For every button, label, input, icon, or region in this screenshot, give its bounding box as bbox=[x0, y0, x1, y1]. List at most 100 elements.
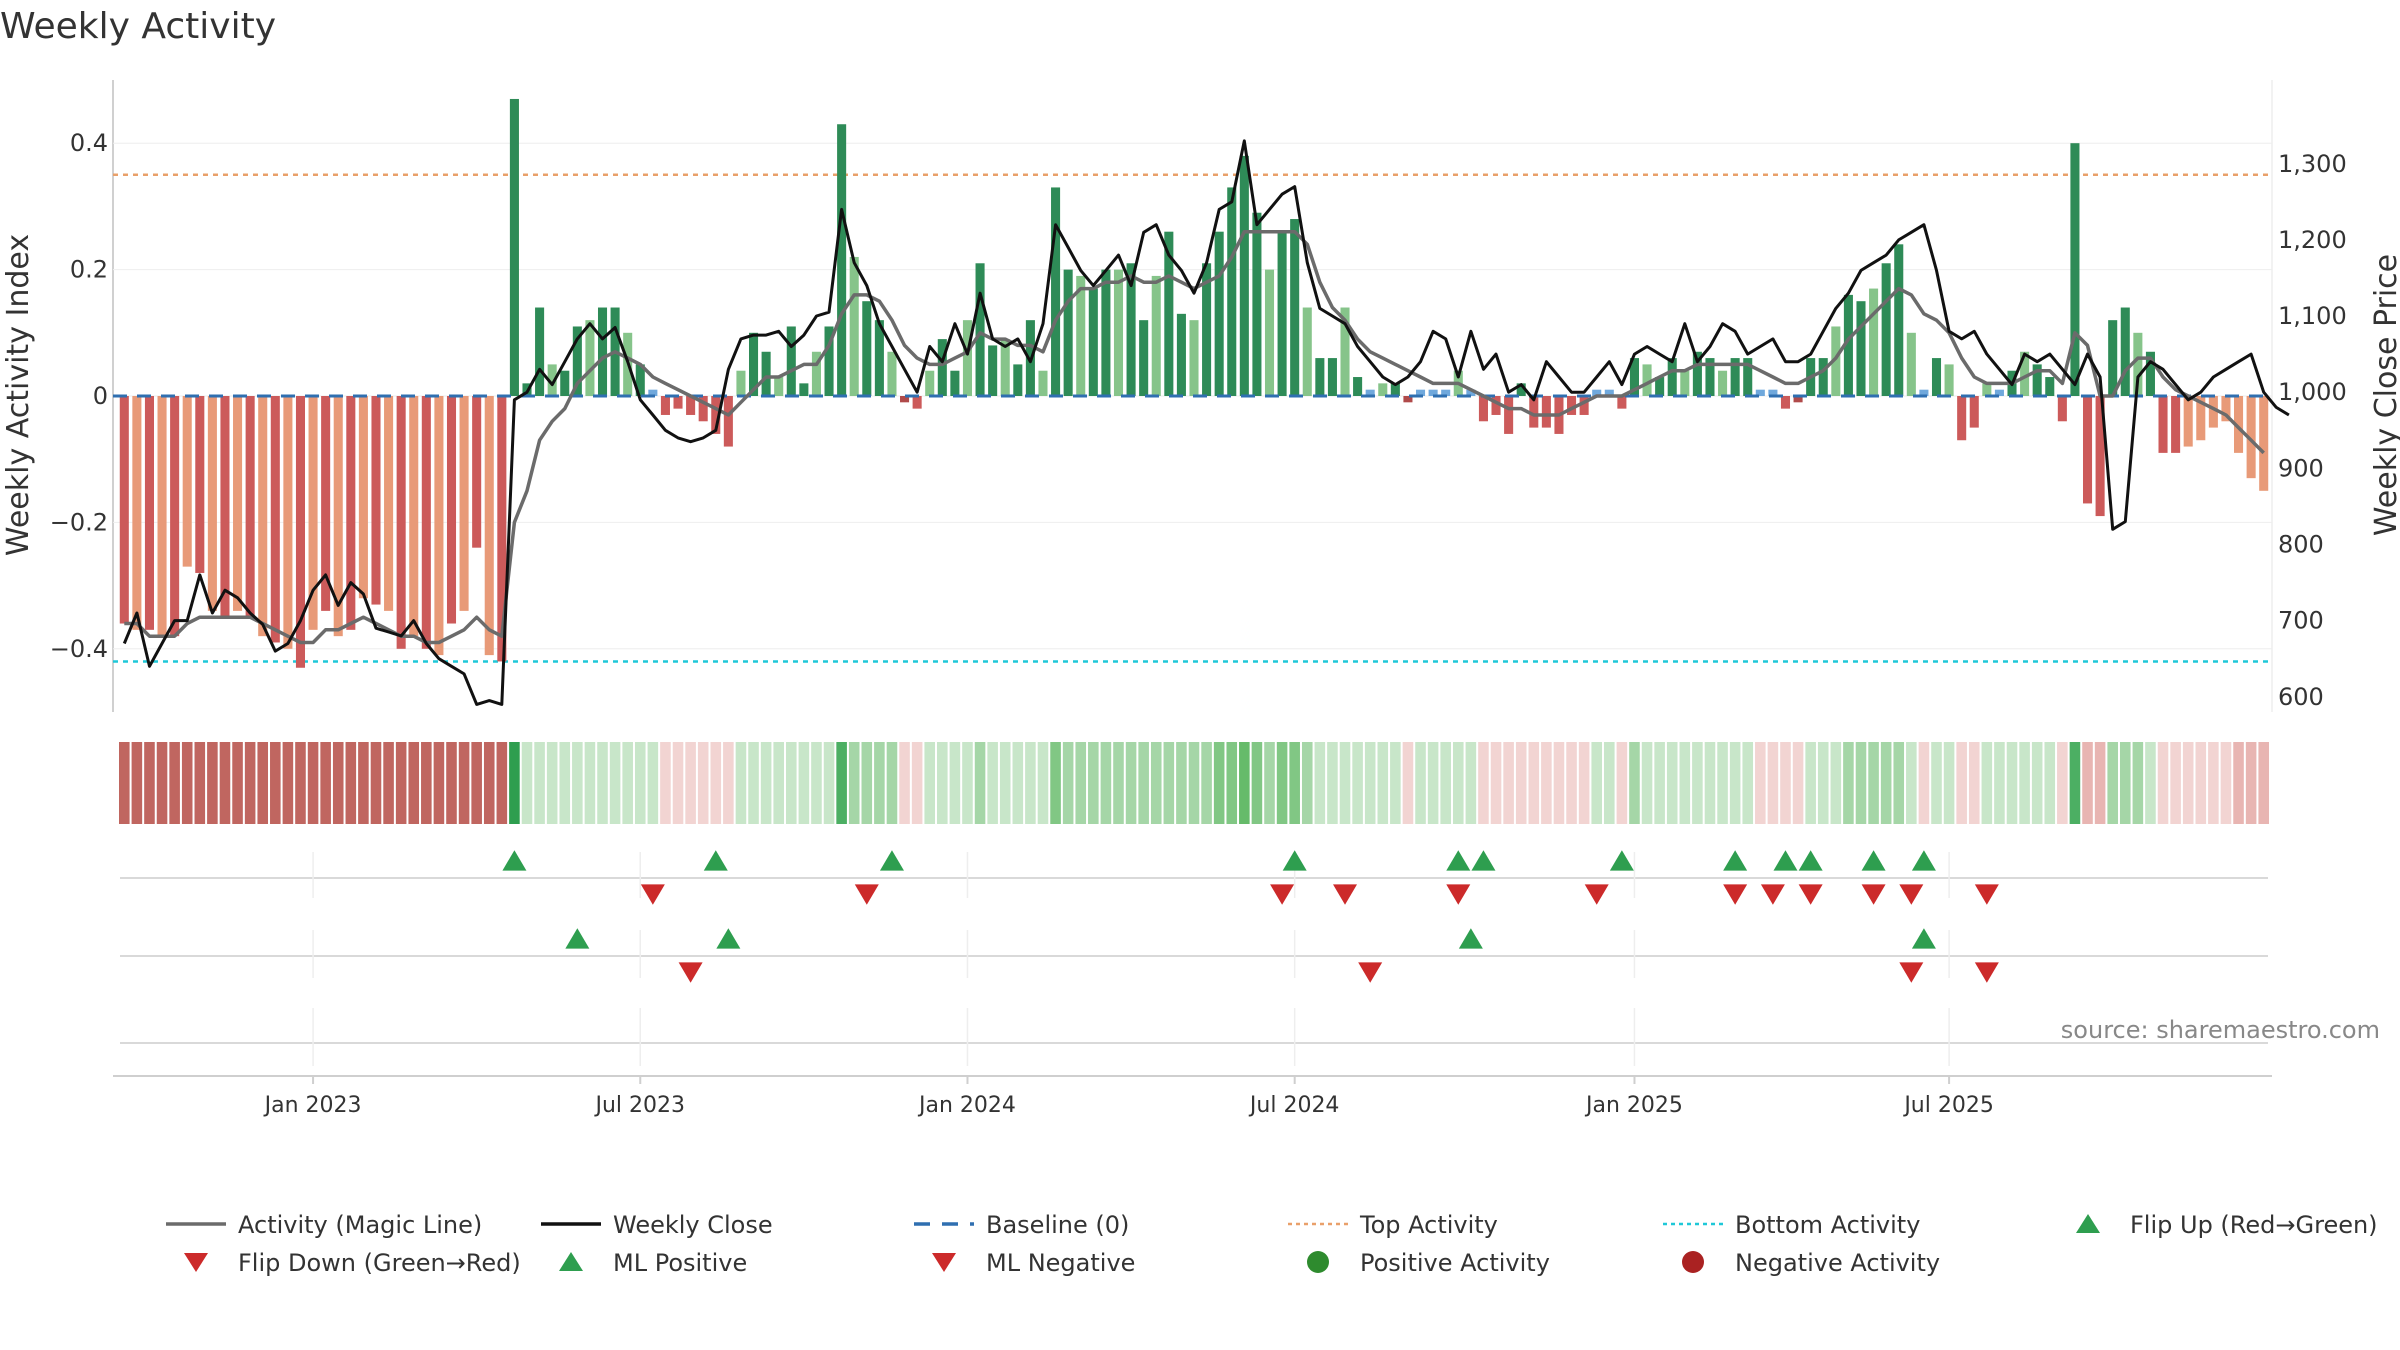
signal-rows bbox=[120, 852, 2268, 1066]
heat-cell bbox=[131, 742, 143, 824]
legend-symbol-tri-down bbox=[932, 1253, 956, 1272]
heat-cell bbox=[2157, 742, 2169, 824]
activity-bar bbox=[258, 396, 268, 637]
heat-cell bbox=[1591, 742, 1602, 824]
heat-cell bbox=[1515, 742, 1527, 824]
heat-cell bbox=[1390, 742, 1401, 824]
heat-cell bbox=[1239, 742, 1250, 824]
heat-cell bbox=[660, 742, 671, 824]
y-tick-label: −0.4 bbox=[50, 635, 108, 663]
flip-down-marker bbox=[1584, 884, 1609, 905]
activity-bar bbox=[1957, 396, 1967, 441]
activity-bar bbox=[2234, 396, 2244, 453]
activity-bar bbox=[2108, 320, 2118, 396]
heat-cell bbox=[2119, 742, 2131, 824]
activity-bar bbox=[421, 396, 431, 649]
heat-cell bbox=[232, 742, 243, 824]
activity-bar bbox=[849, 256, 859, 396]
activity-bar bbox=[774, 377, 784, 396]
heat-cell bbox=[2132, 742, 2144, 824]
activity-bar bbox=[2171, 396, 2181, 453]
heat-cell bbox=[2245, 742, 2257, 824]
ml-positive-marker bbox=[1911, 928, 1936, 949]
flip-up-marker bbox=[879, 850, 904, 871]
heat-cell bbox=[1138, 742, 1149, 824]
heat-cell bbox=[1918, 742, 1930, 824]
activity-bar bbox=[207, 396, 217, 611]
heat-cell bbox=[2145, 742, 2156, 824]
heat-cell bbox=[1012, 742, 1024, 824]
activity-bar bbox=[736, 370, 746, 396]
heat-cell bbox=[2195, 742, 2207, 824]
activity-bar bbox=[170, 396, 180, 637]
heat-cell bbox=[194, 742, 206, 824]
activity-bar bbox=[1705, 358, 1715, 396]
heat-cell bbox=[169, 742, 180, 824]
y-tick-label: 0.4 bbox=[70, 129, 108, 157]
heat-cell bbox=[2208, 742, 2219, 824]
activity-bar bbox=[1667, 358, 1677, 396]
activity-bar bbox=[900, 396, 910, 403]
heat-cell bbox=[1666, 742, 1678, 824]
activity-bar bbox=[2158, 396, 2168, 453]
flip-up-marker bbox=[1723, 850, 1748, 871]
heat-cell bbox=[1880, 742, 1892, 824]
activity-bar bbox=[1277, 231, 1287, 396]
activity-bar bbox=[1780, 396, 1791, 409]
activity-bar bbox=[2082, 396, 2093, 504]
heat-cell bbox=[622, 742, 633, 824]
activity-bar bbox=[535, 307, 545, 396]
flip-up-marker bbox=[1446, 850, 1471, 871]
heat-cell bbox=[1201, 742, 1212, 824]
activity-bar bbox=[962, 320, 973, 396]
heat-cell bbox=[395, 742, 407, 824]
heat-cell bbox=[2069, 742, 2081, 824]
activity-bar bbox=[2095, 396, 2105, 517]
heat-cell bbox=[2057, 742, 2068, 824]
heat-cell bbox=[1704, 742, 1716, 824]
heat-cell bbox=[1755, 742, 1766, 824]
legend-symbol-circle bbox=[1307, 1251, 1329, 1273]
heat-cell bbox=[1654, 742, 1665, 824]
legend-circle-sample bbox=[1682, 1251, 1704, 1273]
heat-cell bbox=[1251, 742, 1263, 824]
heat-cell bbox=[546, 742, 558, 824]
activity-bar bbox=[1000, 339, 1010, 396]
activity-bar bbox=[1994, 389, 2004, 396]
flip-up-marker bbox=[502, 850, 527, 871]
heat-cell bbox=[181, 742, 193, 824]
activity-bar bbox=[1617, 396, 1627, 409]
source-note: source: sharemaestro.com bbox=[2061, 1016, 2380, 1044]
activity-bar bbox=[648, 389, 658, 396]
x-tick-label: Jan 2025 bbox=[1584, 1093, 1683, 1118]
heat-cell bbox=[987, 742, 998, 824]
heat-cell bbox=[798, 742, 810, 824]
heat-cell bbox=[760, 742, 772, 824]
right-y-axis-label: Weekly Close Price bbox=[2369, 254, 2400, 536]
y2-tick-label: 1,200 bbox=[2278, 226, 2347, 254]
activity-bar bbox=[2045, 377, 2055, 396]
heat-cell bbox=[572, 742, 583, 824]
activity-bar bbox=[2183, 396, 2193, 447]
activity-bar bbox=[144, 396, 154, 630]
legend-tri-down-sample bbox=[184, 1253, 208, 1272]
heat-cell bbox=[848, 742, 860, 824]
heat-cell bbox=[1729, 742, 1741, 824]
activity-bar bbox=[686, 396, 696, 415]
activity-bar bbox=[660, 396, 670, 415]
x-tick-label: Jul 2023 bbox=[594, 1093, 686, 1118]
heat-cell bbox=[748, 742, 759, 824]
flip-up-marker bbox=[1798, 850, 1823, 871]
heat-cell bbox=[1050, 742, 1061, 824]
flip-down-marker bbox=[1723, 884, 1748, 905]
activity-bar bbox=[1051, 187, 1061, 396]
y2-tick-label: 1,300 bbox=[2278, 150, 2347, 178]
activity-bar bbox=[333, 396, 343, 637]
flip-up-marker bbox=[1861, 850, 1886, 871]
activity-bar bbox=[1944, 364, 1954, 396]
activity-bar bbox=[1088, 288, 1098, 396]
ml-negative-marker bbox=[1899, 962, 1924, 983]
legend: Activity (Magic Line) Weekly Close Baselin… bbox=[166, 1211, 2378, 1277]
heat-cell bbox=[496, 742, 508, 824]
series-lines bbox=[122, 139, 2290, 706]
